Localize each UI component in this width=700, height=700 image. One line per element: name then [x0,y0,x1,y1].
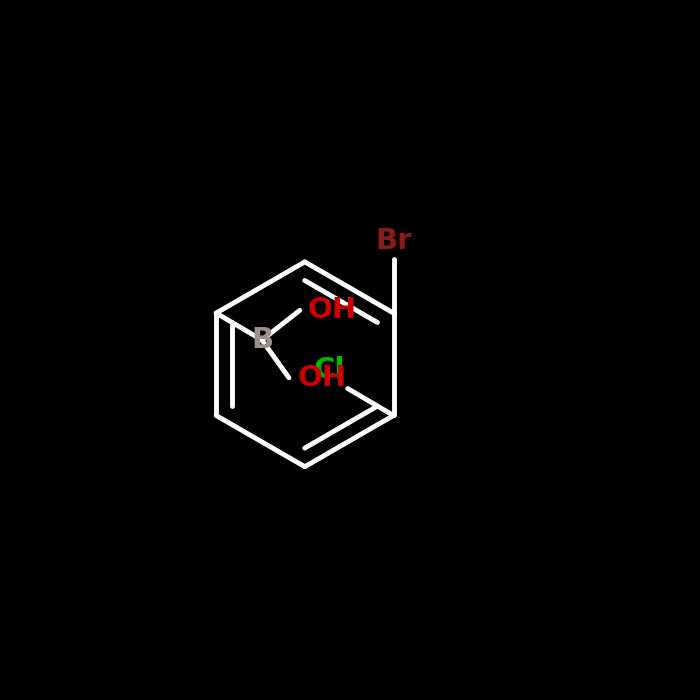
Text: OH: OH [297,364,346,392]
Text: Br: Br [375,227,412,255]
Text: Cl: Cl [314,356,345,384]
Text: B: B [251,326,273,354]
Text: OH: OH [308,296,357,324]
